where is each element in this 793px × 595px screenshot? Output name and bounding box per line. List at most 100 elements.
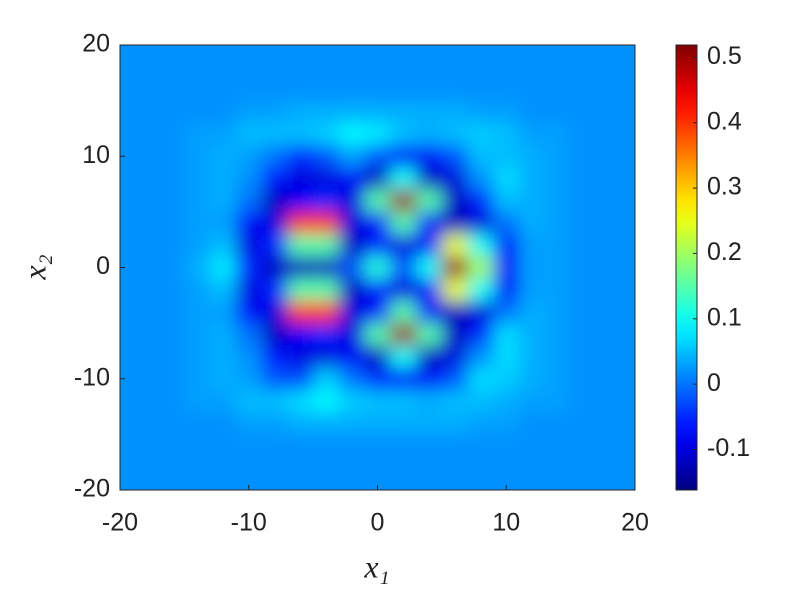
heatmap-cell [235,145,263,168]
heatmap-cell [390,478,417,490]
heatmap-cell [596,478,623,490]
heatmap-cell [467,45,494,57]
colorbar-box [675,44,698,491]
heatmap-cell [570,211,597,235]
heatmap-cell [184,45,211,57]
heatmap-cell [210,256,237,280]
heatmap-cell [441,100,469,124]
heatmap-cell [132,145,160,168]
heatmap-cell [313,234,340,257]
heatmap-cell [313,167,340,191]
heatmap-cell [622,167,635,191]
heatmap-cell [519,167,546,191]
heatmap-cell [338,100,366,124]
heatmap-cell [261,256,288,280]
heatmap-cell [544,434,572,458]
heatmap-cell [313,100,340,124]
heatmap-cell [364,167,391,191]
heatmap-cell [570,167,597,191]
heatmap-cell [287,56,314,79]
heatmap-cell [261,122,288,146]
heatmap-cell [519,478,546,490]
heatmap-cell [210,323,237,346]
heatmap-cell [544,167,572,191]
heatmap-cell [622,278,635,302]
heatmap-cell [235,56,263,79]
heatmap-cell [235,211,263,235]
heatmap-cell [493,478,520,490]
heatmap-cell [493,45,520,57]
heatmap-cell [158,56,185,79]
heatmap-cell [493,323,520,346]
heatmap-cell [596,122,623,146]
heatmap-cell [235,434,263,458]
heatmap-cell [390,367,417,391]
heatmap-cell [570,256,597,280]
heatmap-cell [493,211,520,235]
heatmap-cell [210,300,237,324]
heatmap-cell [261,478,288,490]
heatmap [120,45,635,490]
heatmap-cell [210,145,237,168]
heatmap-cell [120,412,134,435]
heatmap-cell [519,345,546,369]
heatmap-cell [184,56,211,79]
heatmap-cell [416,323,443,346]
heatmap-cell [596,389,623,413]
heatmap-cell [261,389,288,413]
heatmap-cell [235,167,263,191]
heatmap-cell [364,234,391,257]
heatmap-cell [287,367,314,391]
heatmap-cell [570,45,597,57]
heatmap-cell [120,278,134,302]
x-axis-label: x₁ [363,548,389,584]
x-tick-label: -10 [231,509,267,537]
heatmap-cell [493,389,520,413]
heatmap-cell [313,323,340,346]
heatmap-cell [184,345,211,369]
heatmap-cell [287,300,314,324]
heatmap-cell [390,345,417,369]
heatmap-cell [441,234,469,257]
heatmap-cell [416,167,443,191]
heatmap-cell [441,211,469,235]
heatmap-cell [544,256,572,280]
heatmap-cell [519,412,546,435]
heatmap-cell [570,300,597,324]
heatmap-cell [235,234,263,257]
heatmap-cell [313,367,340,391]
heatmap-cell [184,234,211,257]
heatmap-cell [338,434,366,458]
heatmap-cell [544,345,572,369]
heatmap-cell [210,211,237,235]
heatmap-cell [467,234,494,257]
heatmap-cell [158,45,185,57]
heatmap-cell [416,145,443,168]
heatmap-cell [416,189,443,213]
heatmap-cell [519,456,546,480]
heatmap-cell [261,278,288,302]
heatmap-cell [364,278,391,302]
heatmap-cell [184,189,211,213]
heatmap-cell [120,300,134,324]
heatmap-cell [467,300,494,324]
heatmap-cell [596,234,623,257]
heatmap-cell [338,167,366,191]
heatmap-cell [364,300,391,324]
heatmap-cell [467,145,494,168]
heatmap-cell [338,389,366,413]
heatmap-cell [622,456,635,480]
heatmap-cell [158,478,185,490]
heatmap-cell [132,211,160,235]
heatmap-cell [441,189,469,213]
heatmap-cell [544,323,572,346]
heatmap-cell [287,345,314,369]
heatmap-cell [441,78,469,102]
heatmap-cell [390,434,417,458]
heatmap-cell [596,456,623,480]
heatmap-cell [235,345,263,369]
heatmap-cell [364,478,391,490]
heatmap-cell [441,323,469,346]
heatmap-cell [287,189,314,213]
heatmap-cell [338,45,366,57]
